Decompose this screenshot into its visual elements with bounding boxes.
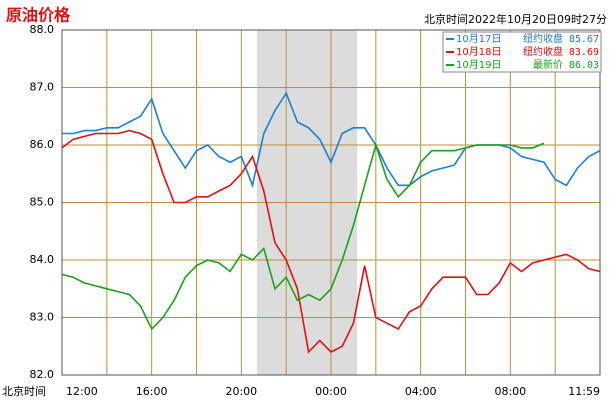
- y-tick-label: 86.0: [30, 138, 55, 151]
- legend-box: [442, 31, 602, 73]
- y-tick-label: 84.0: [30, 253, 55, 266]
- chart-title: 原油价格: [6, 6, 71, 25]
- series-line: [61, 142, 545, 331]
- x-axis-label: 北京时间: [2, 384, 46, 398]
- legend-label: 纽约收盘: [523, 45, 563, 58]
- y-tick-label: 87.0: [30, 81, 55, 94]
- lines: [61, 91, 601, 354]
- legend-label: 最新价: [533, 58, 563, 71]
- legend-label: 纽约收盘: [523, 32, 563, 45]
- legend-value: 85.67: [569, 34, 599, 45]
- x-tick-label: 12:00: [66, 385, 98, 398]
- y-tick-label: 82.0: [30, 368, 55, 381]
- legend-name: 10月17日: [456, 33, 501, 45]
- y-tick-label: 85.0: [30, 196, 55, 209]
- x-tick-label: 11:59: [568, 385, 600, 398]
- plot-frame: [61, 29, 601, 376]
- y-tick-label: 83.0: [30, 311, 55, 324]
- legend-name: 10月19日: [456, 59, 501, 71]
- series-line: [62, 91, 601, 189]
- series-line: [61, 129, 601, 354]
- legend-value: 86.03: [569, 60, 599, 71]
- x-tick-label: 04:00: [405, 385, 437, 398]
- y-tick-label: 88.0: [30, 23, 55, 36]
- x-tick-label: 08:00: [494, 385, 526, 398]
- x-tick-label: 20:00: [225, 385, 257, 398]
- subtitle: 北京时间2022年10月20日09时27分: [424, 12, 607, 26]
- x-tick-label: 16:00: [136, 385, 168, 398]
- legend-value: 83.69: [569, 47, 599, 58]
- legend-name: 10月18日: [456, 46, 501, 58]
- x-tick-label: 00:00: [315, 385, 347, 398]
